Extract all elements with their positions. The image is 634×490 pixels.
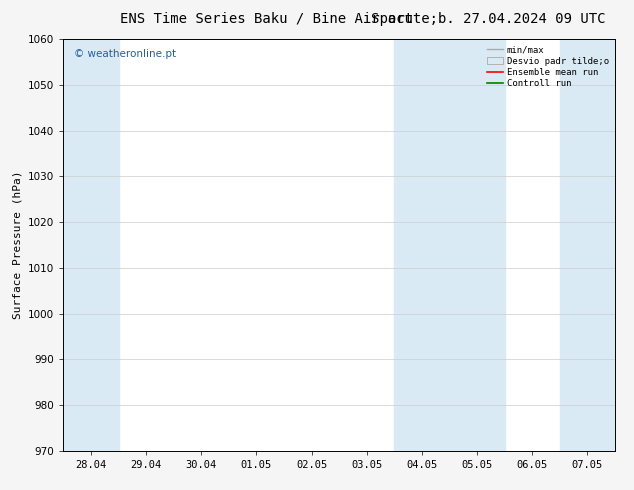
Bar bbox=[450, 39, 505, 451]
Y-axis label: Surface Pressure (hPa): Surface Pressure (hPa) bbox=[13, 171, 23, 319]
Bar bbox=[394, 39, 450, 451]
Bar bbox=[63, 39, 119, 451]
Legend: min/max, Desvio padr tilde;o, Ensemble mean run, Controll run: min/max, Desvio padr tilde;o, Ensemble m… bbox=[485, 44, 611, 90]
Text: © weatheronline.pt: © weatheronline.pt bbox=[74, 49, 176, 59]
Text: S acute;b. 27.04.2024 09 UTC: S acute;b. 27.04.2024 09 UTC bbox=[371, 12, 605, 26]
Text: ENS Time Series Baku / Bine Airport: ENS Time Series Baku / Bine Airport bbox=[120, 12, 413, 26]
Bar bbox=[560, 39, 615, 451]
